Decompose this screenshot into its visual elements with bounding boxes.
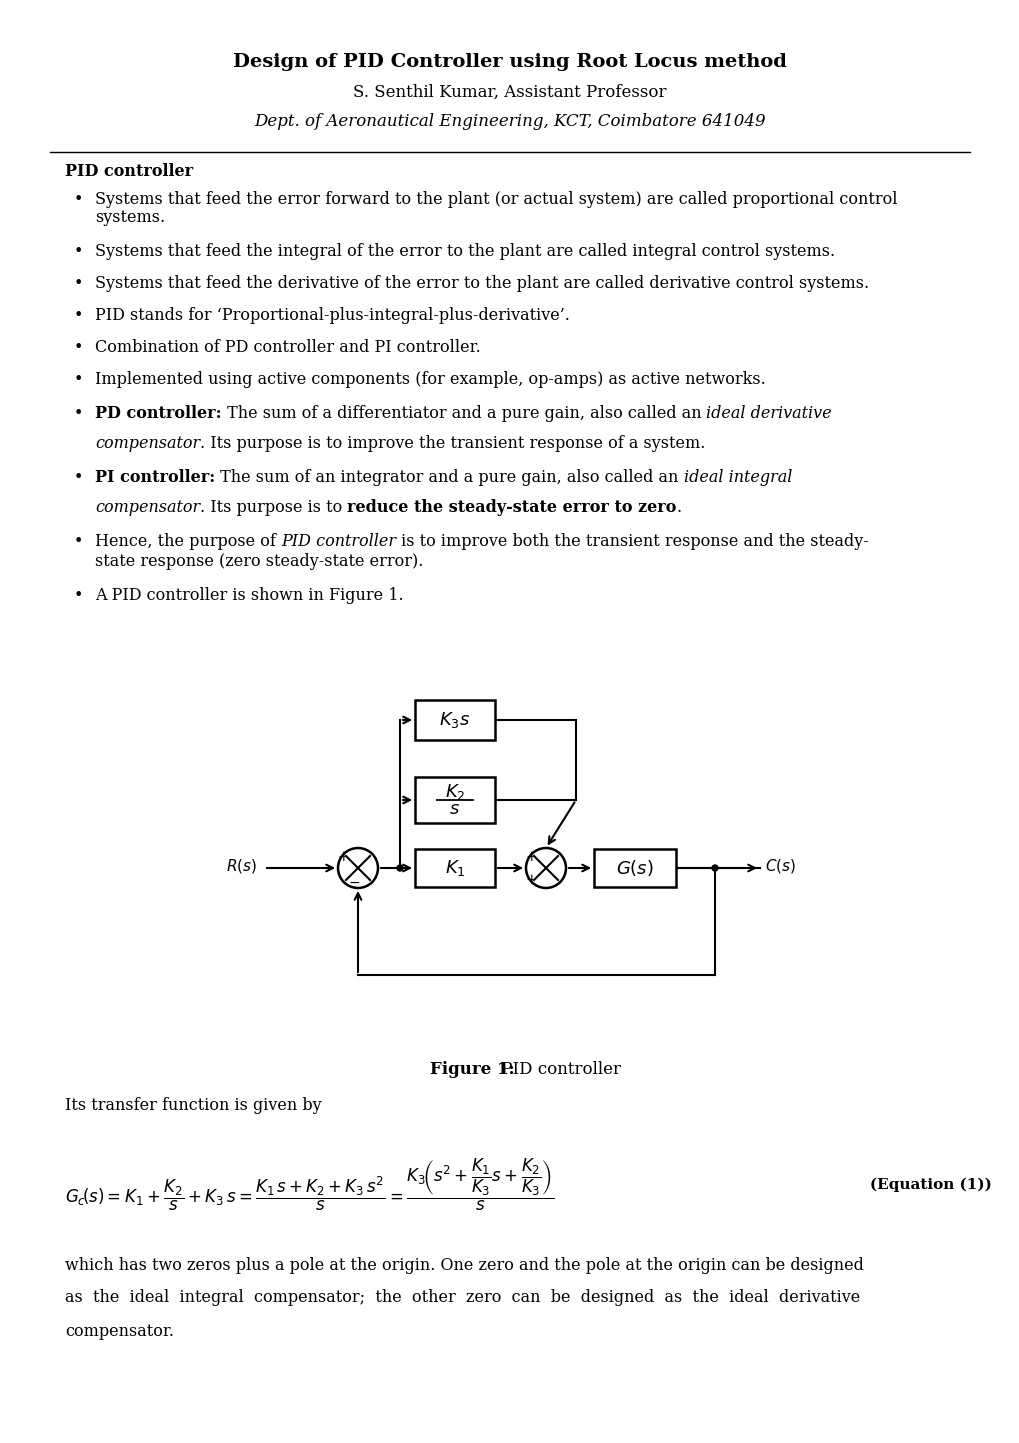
Text: $K_2$: $K_2$ — [444, 782, 465, 802]
Text: •: • — [73, 371, 83, 388]
Text: . Its purpose is to: . Its purpose is to — [200, 499, 347, 517]
Text: . Its purpose is to improve the transient response of a system.: . Its purpose is to improve the transien… — [200, 436, 705, 453]
Text: PD controller:: PD controller: — [95, 405, 221, 423]
Text: Implemented using active components (for example, op-amps) as active networks.: Implemented using active components (for… — [95, 371, 765, 388]
Text: state response (zero steady-state error).: state response (zero steady-state error)… — [95, 554, 423, 570]
Text: $K_1$: $K_1$ — [444, 859, 465, 877]
Text: •: • — [73, 469, 83, 486]
Text: .: . — [677, 499, 682, 517]
Text: •: • — [73, 244, 83, 261]
Text: $R(s)$: $R(s)$ — [226, 857, 257, 874]
Text: +: + — [525, 873, 536, 887]
Text: $s$: $s$ — [449, 799, 460, 818]
Text: ideal integral: ideal integral — [683, 469, 792, 486]
Text: compensator: compensator — [95, 436, 200, 453]
Bar — [593, 848, 676, 887]
Text: $G_c\!\left(s\right) = K_1 + \dfrac{K_2}{s} + K_3\,s = \dfrac{K_1\,s + K_2 + K_3: $G_c\!\left(s\right) = K_1 + \dfrac{K_2}… — [65, 1157, 554, 1214]
Text: compensator: compensator — [95, 499, 200, 517]
Text: Dept. of Aeronautical Engineering, KCT, Coimbatore 641049: Dept. of Aeronautical Engineering, KCT, … — [254, 114, 765, 130]
Bar — [415, 776, 494, 823]
Text: which has two zeros plus a pole at the origin. One zero and the pole at the orig: which has two zeros plus a pole at the o… — [65, 1257, 863, 1274]
Text: +: + — [525, 850, 536, 864]
Text: •: • — [73, 276, 83, 293]
Text: The sum of an integrator and a pure gain, also called an: The sum of an integrator and a pure gain… — [215, 469, 683, 486]
Bar — [415, 848, 494, 887]
Text: •: • — [73, 307, 83, 325]
Text: compensator.: compensator. — [65, 1322, 174, 1339]
Text: (Equation (1)): (Equation (1)) — [869, 1177, 990, 1192]
Text: Hence, the purpose of: Hence, the purpose of — [95, 534, 280, 550]
Bar — [415, 700, 494, 740]
Text: ideal derivative: ideal derivative — [706, 405, 832, 423]
Text: as  the  ideal  integral  compensator;  the  other  zero  can  be  designed  as : as the ideal integral compensator; the o… — [65, 1290, 859, 1306]
Text: −: − — [347, 876, 360, 890]
Text: reduce the steady-state error to zero: reduce the steady-state error to zero — [347, 499, 677, 517]
Text: S. Senthil Kumar, Assistant Professor: S. Senthil Kumar, Assistant Professor — [353, 84, 666, 101]
Text: $C(s)$: $C(s)$ — [764, 857, 796, 874]
Text: •: • — [73, 534, 83, 550]
Text: Design of PID Controller using Root Locus method: Design of PID Controller using Root Locu… — [232, 53, 787, 71]
Text: Figure 1:: Figure 1: — [430, 1062, 515, 1078]
Text: •: • — [73, 587, 83, 605]
Text: $K_3s$: $K_3s$ — [439, 710, 470, 730]
Text: Systems that feed the derivative of the error to the plant are called derivative: Systems that feed the derivative of the … — [95, 276, 868, 293]
Text: A PID controller is shown in Figure 1.: A PID controller is shown in Figure 1. — [95, 587, 404, 605]
Text: Systems that feed the integral of the error to the plant are called integral con: Systems that feed the integral of the er… — [95, 244, 835, 261]
Text: •: • — [73, 339, 83, 356]
Text: +: + — [337, 850, 348, 864]
Text: systems.: systems. — [95, 209, 165, 227]
Text: Combination of PD controller and PI controller.: Combination of PD controller and PI cont… — [95, 339, 480, 356]
Text: PI controller:: PI controller: — [95, 469, 215, 486]
Text: The sum of a differentiator and a pure gain, also called an: The sum of a differentiator and a pure g… — [221, 405, 706, 423]
Circle shape — [711, 864, 717, 872]
Text: Its transfer function is given by: Its transfer function is given by — [65, 1097, 321, 1114]
Text: •: • — [73, 405, 83, 423]
Text: $G(s)$: $G(s)$ — [615, 859, 653, 877]
Text: PID controller: PID controller — [495, 1062, 621, 1078]
Text: PID stands for ‘Proportional-plus-integral-plus-derivative’.: PID stands for ‘Proportional-plus-integr… — [95, 307, 570, 325]
Circle shape — [396, 864, 403, 872]
Text: PID controller: PID controller — [65, 163, 193, 180]
Text: is to improve both the transient response and the steady-: is to improve both the transient respons… — [395, 534, 868, 550]
Text: Systems that feed the error forward to the plant (or actual system) are called p: Systems that feed the error forward to t… — [95, 192, 897, 208]
Text: PID controller: PID controller — [280, 534, 395, 550]
Text: •: • — [73, 192, 83, 208]
